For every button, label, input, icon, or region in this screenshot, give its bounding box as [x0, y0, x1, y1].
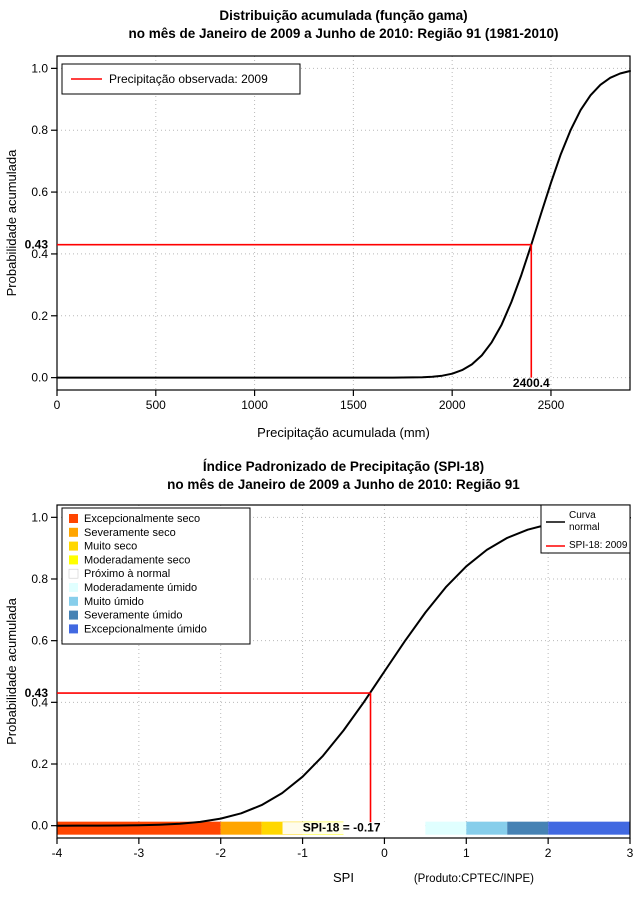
- legend-entry-label: Precipitação observada: 2009: [109, 72, 268, 86]
- x-tick-label: 3: [627, 846, 634, 860]
- probability-label: 0.43: [25, 238, 49, 252]
- spi-category-band: [507, 821, 549, 835]
- category-swatch: [69, 596, 78, 606]
- y-tick-label: 0.0: [31, 819, 48, 833]
- x-tick-label: -1: [297, 846, 308, 860]
- y-tick-label: 0.4: [31, 695, 48, 709]
- x-tick-label: 500: [146, 398, 166, 412]
- category-label: Severamente úmido: [84, 610, 182, 622]
- category-label: Próximo à normal: [84, 568, 170, 580]
- y-axis-label: Probabilidade acumulada: [4, 149, 19, 296]
- category-swatch: [69, 624, 78, 634]
- spi-category-band: [548, 821, 630, 835]
- x-tick-label: 0: [381, 846, 388, 860]
- x-tick-label: -4: [52, 846, 63, 860]
- spi-category-band: [57, 821, 221, 835]
- spi-category-band: [466, 821, 508, 835]
- y-tick-label: 0.0: [31, 371, 48, 385]
- plot-border: [56, 55, 631, 391]
- category-label: Excepcionalmente seco: [84, 513, 200, 525]
- y-tick-label: 1.0: [31, 61, 48, 75]
- x-tick-label: 1500: [340, 398, 367, 412]
- legend-entry-label: SPI-18: 2009: [569, 540, 628, 551]
- y-tick-label: 0.8: [31, 572, 48, 586]
- curves-legend-box: [540, 504, 631, 554]
- value-label: SPI-18 = -0.17: [303, 821, 381, 835]
- value-label-backdrop: [282, 822, 382, 835]
- spi-cdf-chart: Índice Padronizado de Precipitação (SPI-…: [4, 459, 634, 885]
- y-tick-label: 0.6: [31, 185, 48, 199]
- category-label: Moderadamente úmido: [84, 582, 197, 594]
- category-label: Muito úmido: [84, 596, 144, 608]
- category-swatch: [69, 555, 78, 565]
- credit-label: (Produto:CPTEC/INPE): [414, 873, 534, 885]
- gamma-cdf-chart: Distribuição acumulada (função gama) no m…: [4, 8, 631, 440]
- x-axis-label: Precipitação acumulada (mm): [257, 425, 430, 440]
- category-swatch: [69, 514, 78, 523]
- x-tick-label: -2: [215, 846, 226, 860]
- chart-title-line1: Distribuição acumulada (função gama): [219, 8, 467, 23]
- y-tick-label: 0.8: [31, 123, 48, 137]
- spi-category-band: [220, 821, 262, 835]
- normal-cdf-curve: [56, 516, 631, 827]
- category-label: Moderadamente seco: [84, 554, 190, 566]
- gamma-cdf-curve: [56, 70, 631, 379]
- x-tick-label: 1: [463, 846, 470, 860]
- y-tick-label: 0.2: [31, 757, 48, 771]
- spi-category-band: [425, 821, 467, 835]
- y-axis-label: Probabilidade acumulada: [4, 597, 19, 744]
- chart-title-line2: no mês de Janeiro de 2009 a Junho de 201…: [129, 26, 559, 41]
- probability-label: 0.43: [25, 686, 49, 700]
- category-label: Excepcionalmente úmido: [84, 623, 207, 635]
- y-tick-label: 1.0: [31, 510, 48, 524]
- category-swatch: [69, 610, 78, 620]
- category-label: Muito seco: [84, 541, 137, 553]
- y-tick-label: 0.6: [31, 634, 48, 648]
- x-axis-label: SPI: [333, 870, 354, 885]
- plot-border: [56, 504, 631, 839]
- category-swatch: [69, 527, 78, 537]
- spi-categories-legend-box: [61, 507, 251, 645]
- x-tick-label: 2000: [439, 398, 466, 412]
- value-label: 2400.4: [513, 376, 550, 390]
- category-swatch: [69, 583, 78, 592]
- y-tick-label: 0.2: [31, 309, 48, 323]
- y-tick-label: 0.4: [31, 247, 48, 261]
- legend-entry-label: normal: [569, 522, 600, 533]
- legend-entry-label: Curva: [569, 510, 596, 521]
- chart-title-line2: no mês de Janeiro de 2009 a Junho de 201…: [167, 477, 520, 492]
- x-tick-label: -3: [134, 846, 145, 860]
- x-tick-label: 0: [54, 398, 61, 412]
- category-swatch: [69, 541, 78, 551]
- x-tick-label: 2500: [538, 398, 565, 412]
- category-swatch: [68, 568, 79, 579]
- x-tick-label: 1000: [241, 398, 268, 412]
- category-label: Severamente seco: [84, 527, 176, 539]
- chart-title-line1: Índice Padronizado de Precipitação (SPI-…: [203, 459, 484, 474]
- x-tick-label: 2: [545, 846, 552, 860]
